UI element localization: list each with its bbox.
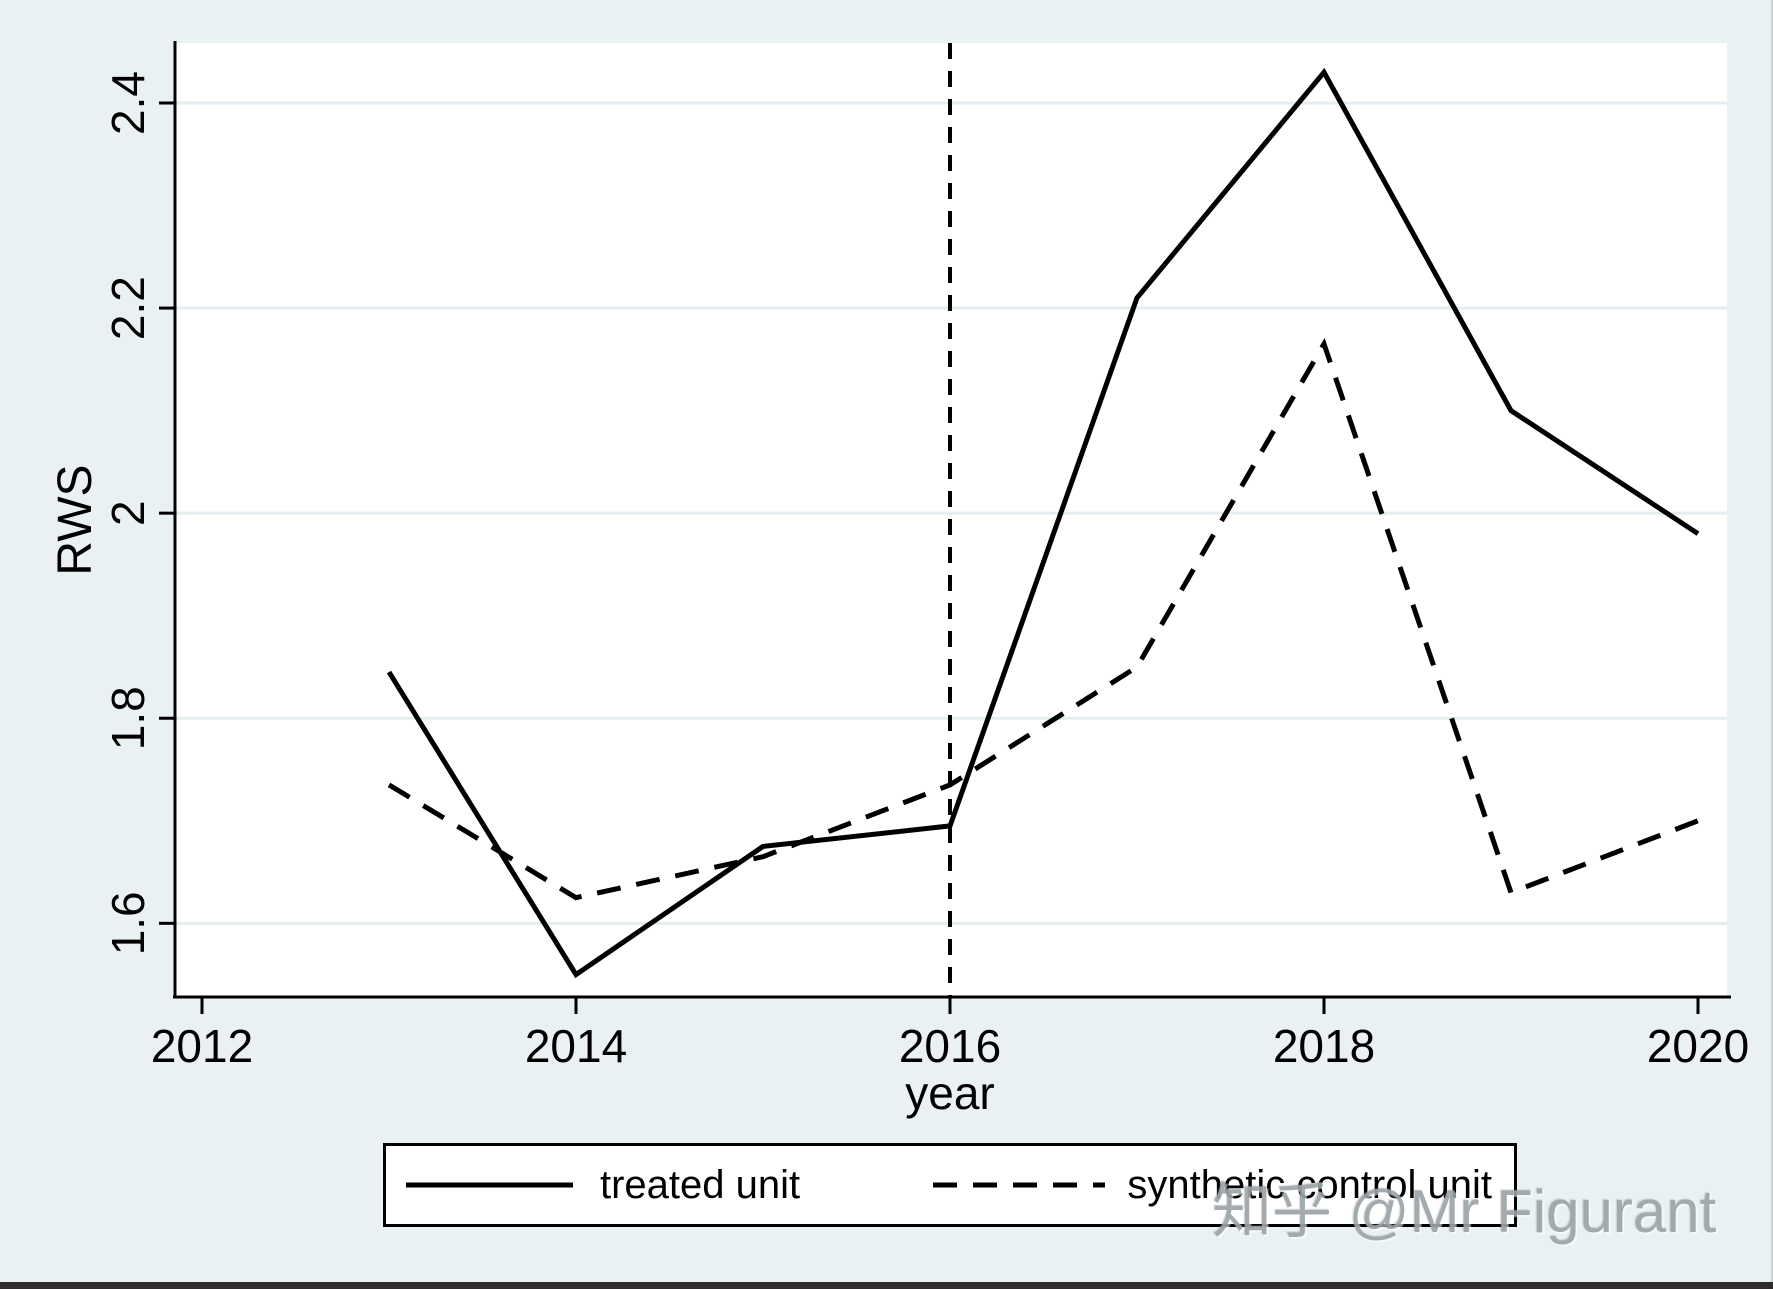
y-tick-label: 1.6 bbox=[102, 891, 154, 955]
legend-label-synthetic: synthetic control unit bbox=[1127, 1162, 1492, 1207]
screenshot-bottom-bar bbox=[0, 1282, 1773, 1289]
x-tick-label: 2020 bbox=[1647, 1020, 1749, 1072]
y-tick-label: 2.2 bbox=[102, 276, 154, 340]
legend-box: treated unit synthetic control unit bbox=[383, 1143, 1517, 1227]
series-line-treated bbox=[386, 67, 1700, 979]
watermark-text: 知乎 @Mr Figurant bbox=[1212, 1178, 1717, 1245]
x-tick-label: 2016 bbox=[899, 1020, 1001, 1072]
x-tick-label: 2012 bbox=[151, 1020, 253, 1072]
legend-entry-synthetic: synthetic control unit bbox=[933, 1163, 1492, 1208]
legend-dashed-line-sample bbox=[933, 1182, 1106, 1188]
series-line-synthetic bbox=[387, 337, 1699, 901]
legend-label-treated: treated unit bbox=[600, 1162, 801, 1207]
legend-solid-line-sample bbox=[406, 1182, 573, 1188]
x-tick-label: 2014 bbox=[525, 1020, 627, 1072]
x-tick-label: 2018 bbox=[1273, 1020, 1375, 1072]
legend-entry-treated: treated unit bbox=[406, 1163, 800, 1208]
y-tick-label: 2 bbox=[102, 500, 154, 526]
x-axis-title: year bbox=[905, 1067, 995, 1119]
y-tick-label: 2.4 bbox=[102, 71, 154, 135]
y-tick-label: 1.8 bbox=[102, 686, 154, 750]
screenshot-right-border bbox=[1771, 0, 1773, 1289]
y-axis-title: RWS bbox=[49, 464, 102, 576]
